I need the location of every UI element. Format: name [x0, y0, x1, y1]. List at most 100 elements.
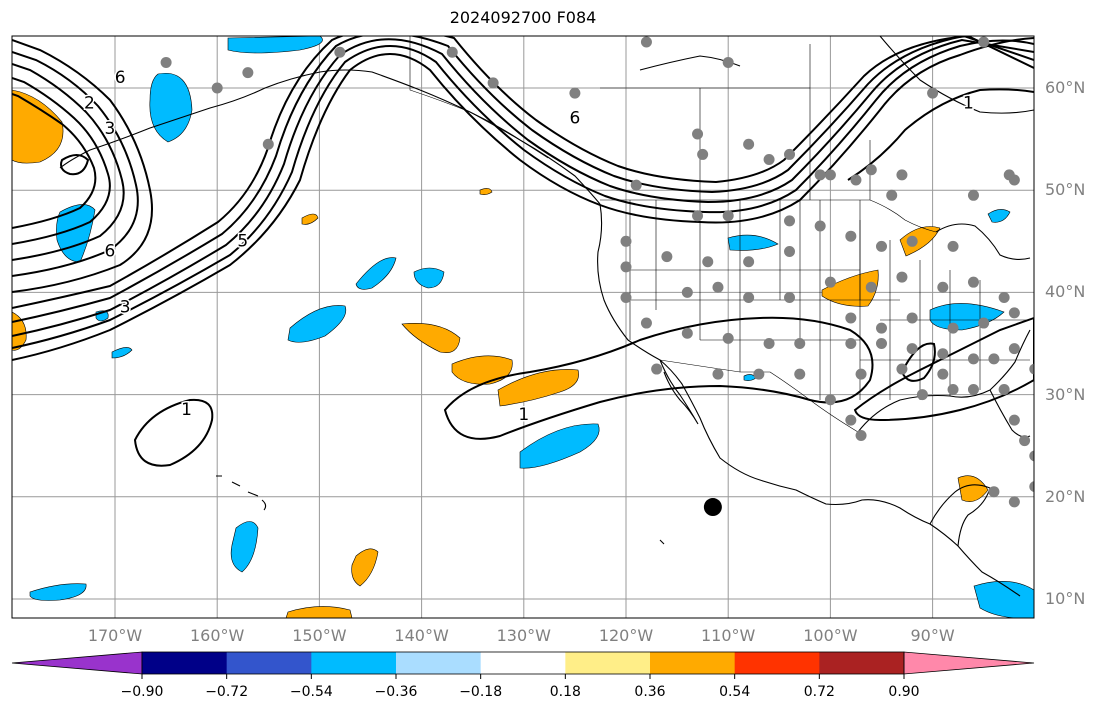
- shade-blue-centralamerica: [973, 581, 1034, 618]
- shade-blue-sw: [29, 583, 87, 601]
- shade-orange-greatlakes: [899, 226, 941, 257]
- station-point: [855, 429, 867, 441]
- coast-greatlakes: [935, 223, 1031, 261]
- station-point: [569, 87, 581, 99]
- station-point: [160, 56, 172, 68]
- station-point: [937, 368, 949, 380]
- station-point: [784, 292, 796, 304]
- station-point: [620, 261, 632, 273]
- colorbar-tick-label: −0.54: [289, 684, 333, 700]
- lat-label: 30°N: [1045, 384, 1086, 404]
- contour-west-2: [12, 51, 139, 277]
- coast-hudson: [879, 36, 1034, 114]
- station-point: [814, 169, 826, 181]
- station-point: [845, 338, 857, 349]
- station-point: [630, 179, 642, 191]
- station-point: [865, 164, 877, 176]
- station-point: [1050, 425, 1061, 436]
- colorbar-tick-label: −0.18: [459, 684, 503, 700]
- shade-blue-mid1: [287, 305, 347, 343]
- station-point: [967, 189, 979, 201]
- station-point: [722, 332, 734, 344]
- station-point: [937, 281, 949, 293]
- lat-label: 50°N: [1045, 180, 1086, 200]
- colorbar-tick-label: 0.36: [634, 684, 666, 700]
- colorbar-tick-label: −0.90: [120, 684, 164, 700]
- lon-label: 120°W: [598, 626, 654, 645]
- station-point: [906, 235, 918, 247]
- colorbar-tick-label: 0.72: [803, 684, 835, 700]
- lat-label: 20°N: [1045, 486, 1086, 506]
- lon-label: 130°W: [496, 626, 551, 645]
- colorbar-extend-low: [11, 651, 143, 675]
- station-point: [640, 317, 652, 329]
- shade-orange-mid3: [497, 369, 579, 407]
- station-point: [692, 210, 704, 222]
- station-point: [916, 389, 928, 401]
- colorbar: [11, 651, 1035, 679]
- colorbar-swatch: [142, 652, 228, 674]
- shade-blue-north: [227, 36, 323, 54]
- station-point: [262, 138, 274, 150]
- island-mexico: [659, 539, 665, 545]
- contour-closed-1-a: [133, 398, 214, 467]
- lon-label: 150°W: [292, 626, 347, 645]
- shade-orange-yucatan: [957, 475, 989, 502]
- station-point: [702, 256, 714, 268]
- colorbar-outline: [141, 651, 905, 675]
- station-point: [681, 327, 693, 339]
- station-point: [876, 322, 887, 334]
- contour-west-4: [12, 77, 111, 245]
- station-point: [876, 240, 887, 252]
- contour-label: 1: [181, 400, 192, 420]
- station-point: [681, 286, 693, 298]
- shade-orange-south: [351, 548, 379, 587]
- station-point: [998, 383, 1010, 395]
- station-point: [967, 276, 979, 288]
- station-point: [763, 338, 775, 349]
- station-point: [876, 338, 887, 349]
- contour-west-5: [12, 93, 97, 229]
- station-point: [896, 271, 908, 283]
- station-point: [845, 414, 857, 426]
- contour-west-1: [12, 39, 153, 293]
- shade-orange-west: [12, 89, 64, 164]
- station-point: [794, 338, 806, 349]
- station-point: [712, 281, 724, 293]
- colorbar-swatch: [480, 652, 566, 674]
- coast-west-us: [597, 203, 1021, 597]
- shade-orange-bottom: [285, 606, 353, 618]
- contour-ridge-3: [12, 38, 1034, 337]
- station-point: [784, 215, 796, 227]
- contour-label: 1: [518, 405, 529, 425]
- station-point: [967, 353, 979, 365]
- contour-1-east: [847, 88, 1034, 181]
- lat-label: 60°N: [1045, 78, 1086, 97]
- station-point: [896, 169, 908, 181]
- lon-label: 160°W: [190, 626, 245, 645]
- lon-label: 170°W: [87, 626, 143, 645]
- station-point: [865, 281, 877, 293]
- station-point: [850, 174, 862, 186]
- station-point: [947, 240, 959, 252]
- border-us-mexico: [659, 359, 859, 433]
- coast-gulf: [857, 329, 1031, 433]
- station-point: [937, 348, 949, 360]
- lon-label: 90°W: [910, 626, 955, 645]
- station-point: [1003, 169, 1015, 181]
- station-point: [753, 368, 765, 380]
- border-alaska-canada: [409, 36, 549, 159]
- station-point: [712, 368, 724, 380]
- contour-closed-1-b: [443, 316, 874, 440]
- shade-blue-small2: [111, 347, 133, 359]
- shade-orange-mid1: [401, 323, 461, 353]
- lat-label: 10°N: [1045, 589, 1086, 608]
- station-point: [824, 276, 836, 288]
- contour-ridge-2: [12, 39, 1034, 349]
- shade-blue-mid2: [355, 257, 397, 290]
- contour-label: 3: [120, 298, 131, 318]
- colorbar-swatch: [396, 652, 482, 674]
- station-point: [334, 46, 346, 58]
